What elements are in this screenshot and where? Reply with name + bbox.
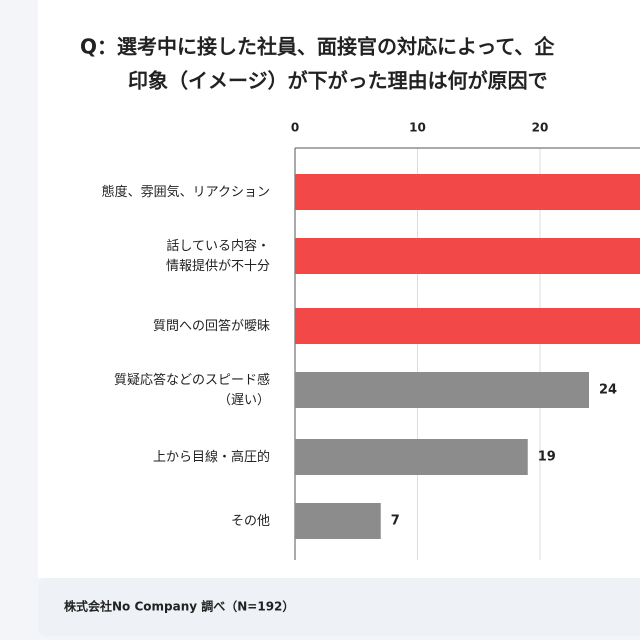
x-tick-label: 20 <box>532 121 549 135</box>
value-label: 7 <box>391 514 400 529</box>
bar <box>295 372 589 408</box>
y-tick-label: 上から目線・高圧的 <box>153 449 270 465</box>
bar <box>295 174 640 210</box>
bar <box>295 439 528 475</box>
chart-title: 印象（イメージ）が下がった理由は何が原因で <box>128 69 548 93</box>
x-tick-label: 0 <box>291 121 299 135</box>
y-tick-label: 質疑応答などのスピード感（遅い） <box>114 372 270 408</box>
value-label: 19 <box>538 450 556 465</box>
y-tick-label: その他 <box>231 514 270 529</box>
value-label: 24 <box>599 383 617 398</box>
bar <box>295 238 640 274</box>
y-tick-label: 質問への回答が曖昧 <box>153 318 270 334</box>
footer <box>38 578 640 636</box>
y-tick-label: 話している内容・情報提供が不十分 <box>166 238 270 274</box>
bar <box>295 308 640 344</box>
x-tick-label: 10 <box>409 121 426 135</box>
y-tick-label: 態度、雰囲気、リアクション <box>102 184 270 200</box>
source-note: 株式会社No Company 調べ（N=192） <box>64 599 294 614</box>
chart-title: Q：選考中に接した社員、面接官の対応によって、企 <box>80 35 555 59</box>
bar <box>295 503 381 539</box>
